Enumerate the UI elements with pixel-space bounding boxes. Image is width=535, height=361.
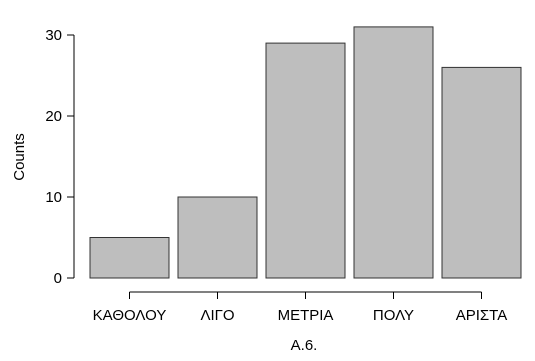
bar-3 xyxy=(265,42,346,279)
bar-2 xyxy=(177,196,258,279)
bar-5 xyxy=(441,66,522,279)
x-tick-label: ΑΡΙΣΤΑ xyxy=(456,307,508,324)
x-tick-label: ΠΟΛΥ xyxy=(373,307,414,324)
x-tick-label: ΛΙΓΟ xyxy=(200,307,234,324)
y-tick-label: 0 xyxy=(54,270,62,287)
y-tick-label: 20 xyxy=(45,108,62,125)
x-tick-label: ΚΑΘΟΛΟΥ xyxy=(93,307,167,324)
y-axis: 0 10 20 30 xyxy=(45,27,75,287)
bar-1 xyxy=(89,237,170,279)
x-axis-label: Α.6. xyxy=(291,337,318,354)
bars-group xyxy=(89,26,522,279)
y-axis-label: Counts xyxy=(11,133,28,181)
x-axis: ΚΑΘΟΛΟΥ ΛΙΓΟ ΜΕΤΡΙΑ ΠΟΛΥ ΑΡΙΣΤΑ xyxy=(93,291,508,324)
y-tick-label: 10 xyxy=(45,189,62,206)
x-tick-label: ΜΕΤΡΙΑ xyxy=(278,307,334,324)
y-tick-label: 30 xyxy=(45,27,62,44)
bar-4 xyxy=(353,26,434,279)
